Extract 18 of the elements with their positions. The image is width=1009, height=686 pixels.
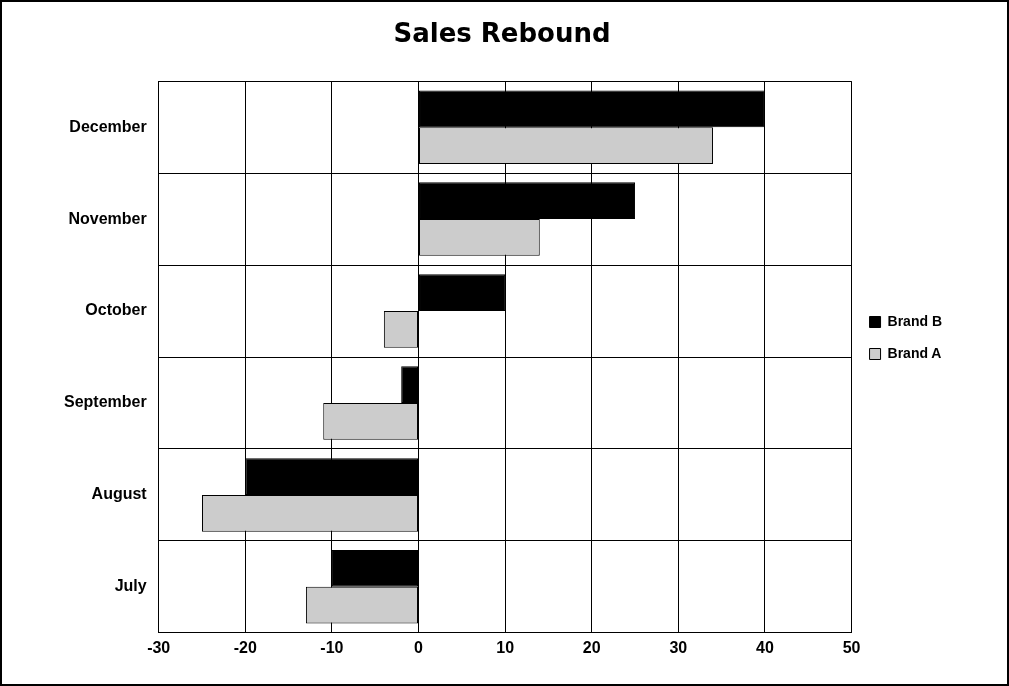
x-tick-label: -10 [320, 638, 344, 656]
y-tick-label: October [85, 301, 147, 319]
y-tick-label: July [114, 577, 147, 595]
x-tick-label: 40 [756, 638, 774, 656]
x-tick-label: 10 [496, 638, 515, 656]
x-tick-label: 0 [414, 638, 424, 656]
x-tick-label: 20 [582, 638, 601, 656]
x-tick-label: -20 [233, 638, 257, 656]
x-tick-label: -30 [147, 638, 171, 656]
y-tick-label: November [68, 209, 147, 227]
y-tick-label: August [91, 485, 148, 503]
chart-title: Sales Rebound [393, 18, 611, 49]
legend-label: Brand A [887, 344, 942, 361]
legend-label: Brand B [887, 312, 942, 329]
x-tick-label: 30 [669, 638, 688, 656]
y-tick-label: September [63, 393, 147, 411]
y-tick-label: December [69, 117, 147, 135]
x-tick-label: 50 [842, 638, 861, 656]
